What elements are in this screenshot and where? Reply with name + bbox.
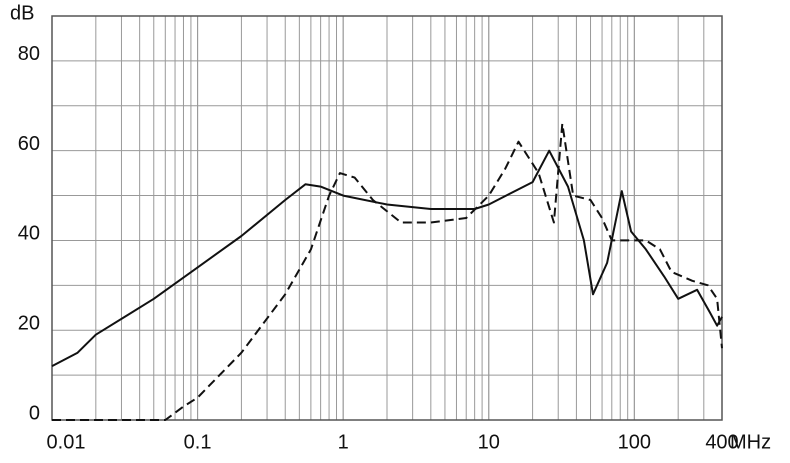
x-tick-label: 0.01 (47, 431, 86, 453)
series-line (52, 122, 723, 421)
y-tick-label: 20 (18, 313, 40, 335)
x-tick-label: 10 (478, 431, 500, 453)
y-tick-label: 0 (29, 402, 40, 424)
x-tick-label: 400 (705, 431, 738, 453)
series-line (51, 149, 723, 367)
x-tick-label: 0.1 (184, 431, 212, 453)
x-tick-label: 1 (338, 431, 349, 453)
y-tick-label: 60 (18, 133, 40, 155)
y-tick-label: 40 (18, 223, 40, 245)
plot-frame (51, 15, 723, 421)
y-tick-label: 80 (18, 43, 40, 65)
x-tick-label: 100 (618, 431, 651, 453)
x-axis-label: MHz (730, 431, 771, 453)
y-axis-label: dB (10, 2, 34, 24)
